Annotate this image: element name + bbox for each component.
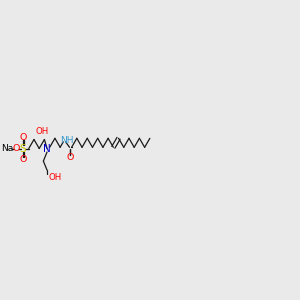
- Text: O: O: [19, 154, 26, 164]
- Text: S: S: [20, 143, 26, 154]
- Text: Na: Na: [1, 144, 13, 153]
- Text: OH: OH: [35, 127, 49, 136]
- Text: N: N: [43, 143, 51, 154]
- Text: O: O: [19, 134, 26, 142]
- Text: O: O: [66, 153, 74, 162]
- Text: OH: OH: [49, 173, 62, 182]
- Text: NH: NH: [60, 136, 74, 145]
- Text: O: O: [12, 144, 20, 153]
